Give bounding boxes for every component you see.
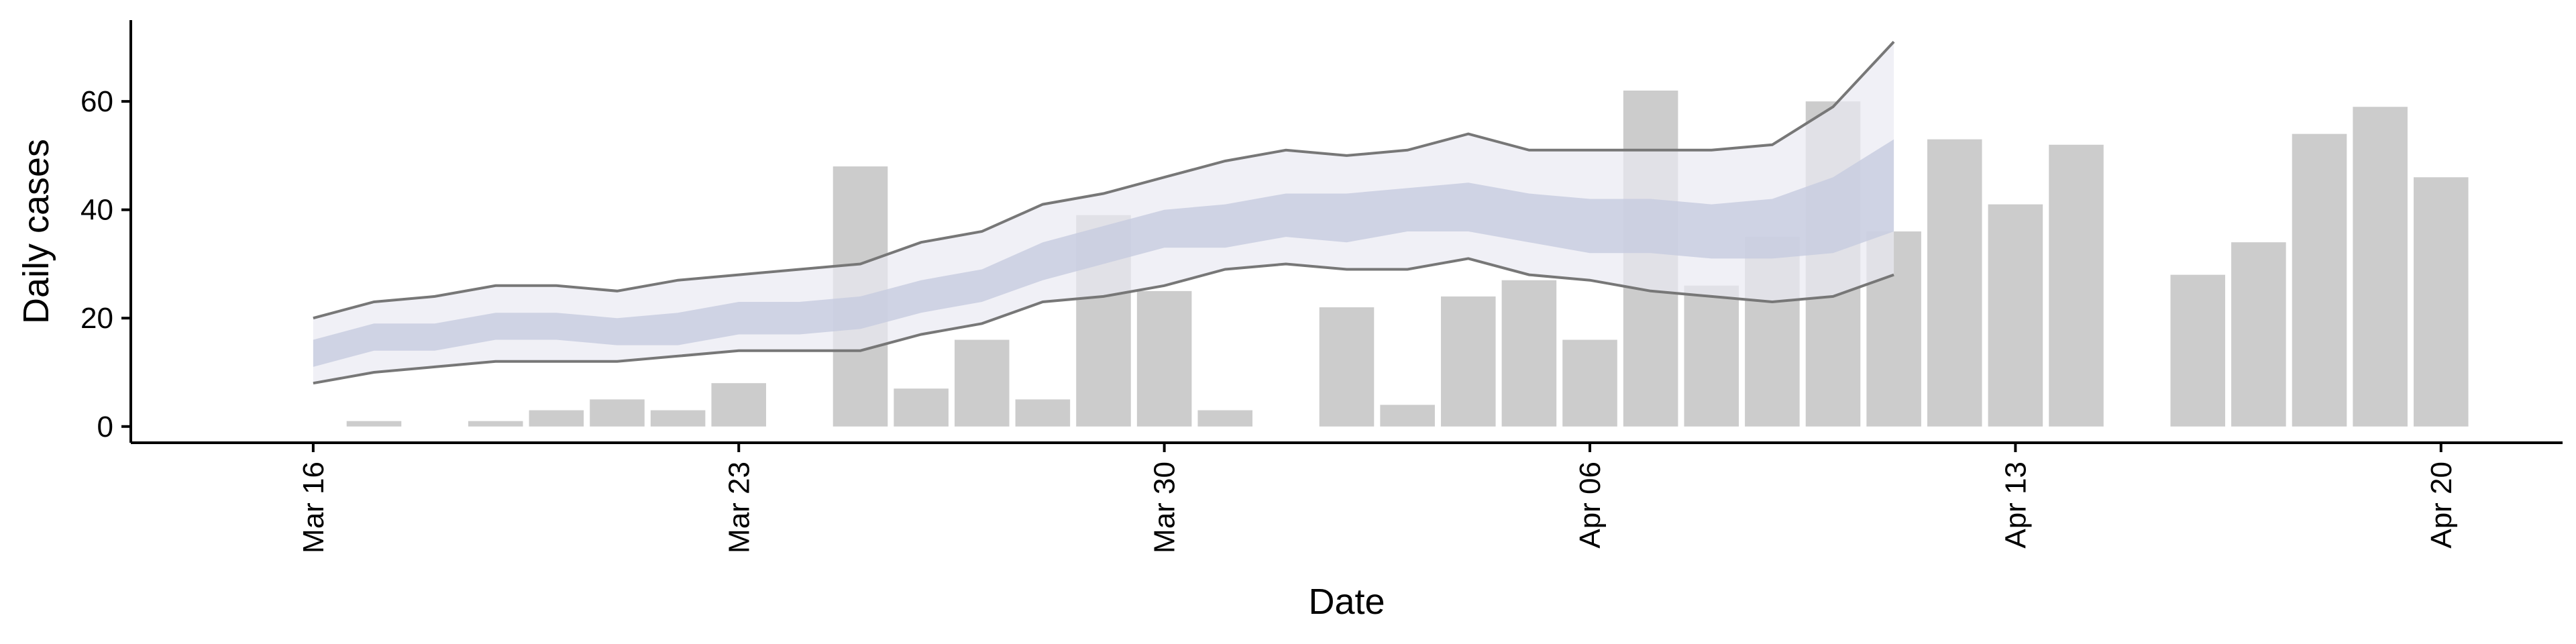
y-tick-label: 0 [97,411,113,443]
bar [711,383,766,427]
bar [1380,405,1435,426]
x-axis-title: Date [1308,582,1385,622]
bar [1197,411,1252,427]
y-axis-title: Daily cases [16,139,56,324]
bar [1016,399,1071,426]
bar [529,411,584,427]
bar [2049,145,2104,427]
y-tick-label: 40 [80,194,113,227]
bar [955,340,1010,427]
y-tick-label: 60 [80,85,113,118]
bar [347,421,402,427]
x-tick-label: Apr 06 [1574,462,1607,549]
x-ticks: Mar 16 Mar 23 Mar 30 Apr 06 Apr 13 Apr 20 [297,443,2458,553]
bar [2231,242,2286,427]
bar [894,388,949,427]
x-tick-label: Apr 20 [2425,462,2458,549]
bar [1562,340,1617,427]
x-tick-label: Mar 16 [297,462,330,553]
bar [2292,134,2347,427]
bar [1988,205,2043,427]
x-tick-label: Mar 30 [1148,462,1181,553]
bar [2170,275,2225,427]
bar [651,411,706,427]
bar [590,399,645,426]
y-ticks: 0 20 40 60 [80,85,131,443]
x-tick-label: Apr 13 [1999,462,2032,549]
bar [1320,307,1375,427]
bar [1927,140,1982,427]
bar [2414,177,2469,427]
bar [1441,297,1496,427]
bar [468,421,523,427]
bar [1502,280,1557,427]
bar [2353,107,2408,427]
bar [1684,286,1739,427]
x-tick-label: Mar 23 [722,462,755,553]
bar [1137,291,1192,427]
y-tick-label: 20 [80,302,113,335]
